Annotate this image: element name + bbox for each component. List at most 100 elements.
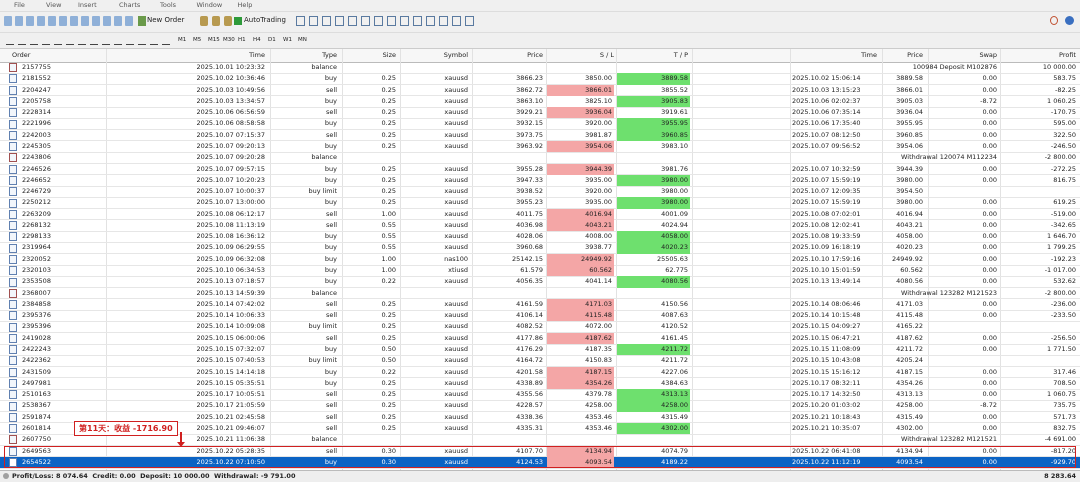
toolbar-icon[interactable] [374,16,383,26]
toolbar-icon[interactable] [426,16,435,26]
toolbar-icon[interactable] [59,16,67,26]
toolbar-icon[interactable] [296,16,305,26]
timeframe-button[interactable]: MN [298,37,307,43]
cell: 2025.10.07 12:09:35 [792,187,861,196]
tool-icon[interactable] [42,37,50,45]
toolbar-icon[interactable] [70,16,78,26]
toolbar-icon[interactable] [81,16,89,26]
timeframe-button[interactable]: D1 [268,37,276,43]
column-header[interactable]: T / P [673,51,688,59]
toolbar-icon[interactable] [452,16,461,26]
toolbar-icon[interactable] [4,16,12,26]
toolbar-icon[interactable] [309,16,318,26]
timeframe-button[interactable]: M1 [178,37,187,43]
toolbar-icon[interactable] [48,16,56,26]
tool-icon[interactable] [114,37,122,45]
toolbar-icon[interactable] [114,16,122,26]
cell: 4258.00 [585,401,612,410]
tool-icon[interactable] [6,37,14,45]
tp-highlight [617,422,690,435]
cell: sell [326,311,337,320]
toolbar-icon[interactable] [125,16,133,26]
toolbar-icon[interactable] [200,16,208,26]
tool-icon[interactable] [102,37,110,45]
cell: 2025.10.15 07:32:07 [196,345,265,353]
menu-item[interactable]: Tools [160,1,177,9]
toolbar-icon[interactable] [335,16,344,26]
toolbar-icon[interactable] [37,16,45,26]
column-header[interactable]: Profit [1059,51,1076,59]
cell: 4106.14 [516,311,543,320]
auto-trading-button[interactable]: AutoTrading [244,16,286,24]
cell: 2025.10.08 07:02:01 [792,209,861,218]
tool-icon[interactable] [126,37,134,45]
toolbar-icon[interactable] [212,16,220,26]
cell: xauusd [444,232,468,241]
cell: buy [324,345,337,353]
menu-item[interactable]: Insert [78,1,97,9]
toolbar-icon[interactable] [387,16,396,26]
toolbar-icon[interactable] [224,16,232,26]
tool-icon[interactable] [30,37,38,45]
cell: 0.00 [982,345,997,353]
row-icon [9,322,17,332]
column-header[interactable]: Type [322,51,337,59]
tool-icon[interactable] [78,37,86,45]
tool-icon[interactable] [138,37,146,45]
column-divider [692,49,693,470]
toolbar-icon[interactable] [103,16,111,26]
cell: 25142.15 [511,254,543,263]
timeframe-button[interactable]: M15 [208,37,220,43]
column-header[interactable]: Order [12,51,31,59]
timeframe-button[interactable]: M5 [193,37,202,43]
toolbar-icon[interactable] [234,17,242,25]
row-icon [9,288,17,298]
column-header[interactable]: Symbol [443,51,468,59]
timeframe-button[interactable]: H4 [253,37,261,43]
new-order-button[interactable]: New Order [147,16,185,24]
timeframe-button[interactable]: M30 [223,37,235,43]
column-header[interactable]: Size [382,51,396,59]
menu-item[interactable]: Window [196,1,223,9]
toolbar-icon[interactable] [413,16,422,26]
cell: 2422362 [22,356,51,365]
search-icon[interactable] [1050,16,1058,25]
tool-icon[interactable] [54,37,62,45]
toolbar-icon[interactable] [138,16,146,26]
timeframe-button[interactable]: H1 [238,37,246,43]
cell: 4043.21 [585,220,612,229]
cell: 4384.63 [661,378,688,387]
toolbar-icon[interactable] [92,16,100,26]
menu-item[interactable]: File [14,1,25,9]
toolbar-icon[interactable] [26,16,34,26]
toolbar-icon[interactable] [15,16,23,26]
help-icon[interactable] [1065,16,1074,25]
cell: sell [326,299,337,308]
cell: buy limit [308,356,337,365]
timeframe-button[interactable]: W1 [283,37,292,43]
tool-icon[interactable] [150,37,158,45]
toolbar-icon[interactable] [400,16,409,26]
tool-icon[interactable] [18,37,26,45]
menu-item[interactable]: Help [237,1,253,9]
toolbar-icon[interactable] [465,16,474,26]
toolbar-icon[interactable] [361,16,370,26]
tool-icon[interactable] [66,37,74,45]
column-header[interactable]: Time [861,51,877,59]
cell: 2025.10.03 13:15:23 [792,85,861,94]
toolbar-icon[interactable] [322,16,331,26]
column-header[interactable]: Time [249,51,265,59]
column-header[interactable]: Swap [979,51,997,59]
cell: 3920.00 [585,119,612,128]
cell: 2319964 [22,243,51,252]
column-header[interactable]: S / L [599,51,614,59]
tool-icon[interactable] [90,37,98,45]
toolbar-icon[interactable] [348,16,357,26]
column-header[interactable]: Price [527,51,543,59]
tool-icon[interactable] [162,37,170,45]
cell: 3980.00 [661,175,688,184]
column-header[interactable]: Price [907,51,923,59]
toolbar-icon[interactable] [439,16,448,26]
menu-item[interactable]: Charts [119,1,141,9]
menu-item[interactable]: View [46,1,62,9]
